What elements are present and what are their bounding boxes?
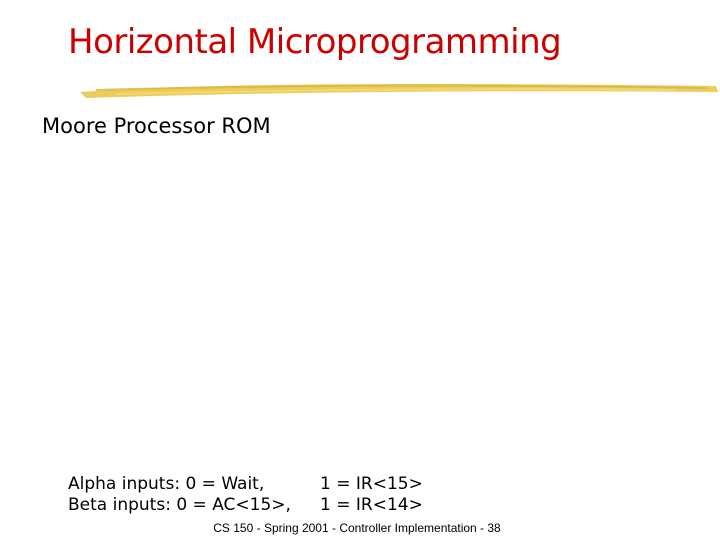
footer-text: CS 150 - Spring 2001 - Controller Implem… xyxy=(213,521,501,535)
bullet-text: Moore Processor ROM xyxy=(42,114,271,138)
alpha-inputs-label: Alpha inputs: 0 = Wait, xyxy=(68,474,265,494)
alpha-inputs-alt: 1 = IR<15> xyxy=(320,474,423,494)
beta-inputs-alt: 1 = IR<14> xyxy=(320,495,423,515)
beta-inputs-label: Beta inputs: 0 = AC<15>, xyxy=(68,495,291,515)
slide-footer: CS 150 - Spring 2001 - Controller Implem… xyxy=(0,521,720,535)
title-underline xyxy=(80,84,718,98)
slide-title: Horizontal Microprogramming xyxy=(68,22,562,62)
